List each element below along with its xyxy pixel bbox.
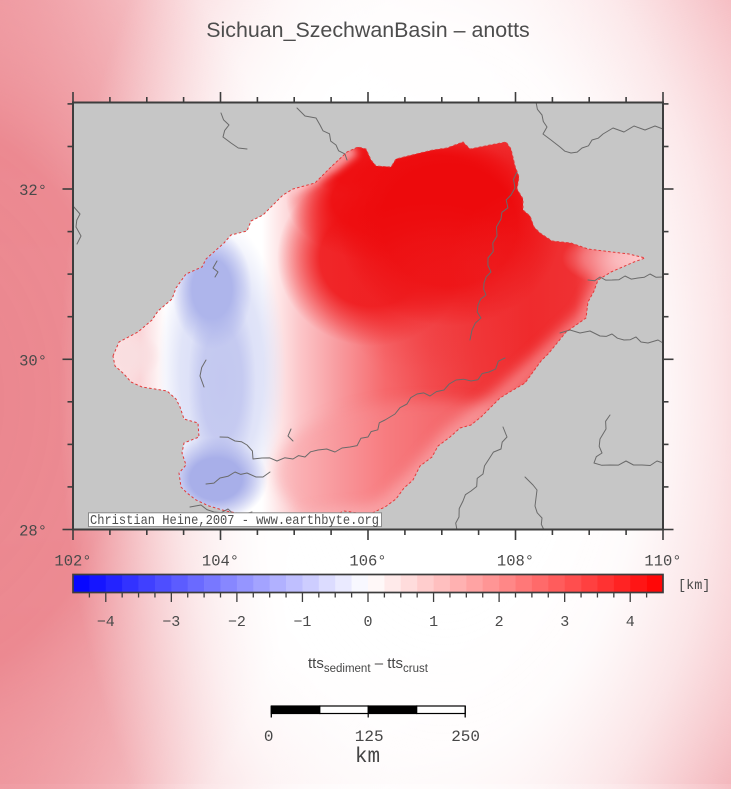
svg-text:30°: 30° bbox=[19, 353, 47, 371]
svg-text:0: 0 bbox=[363, 614, 372, 631]
svg-text:4: 4 bbox=[626, 614, 635, 631]
svg-text:102°: 102° bbox=[54, 553, 91, 571]
svg-text:[km]: [km] bbox=[678, 579, 710, 594]
svg-text:110°: 110° bbox=[644, 553, 681, 571]
svg-text:−1: −1 bbox=[293, 614, 311, 631]
svg-text:28°: 28° bbox=[19, 523, 47, 541]
svg-text:Christian Heine,2007 - www.ear: Christian Heine,2007 - www.earthbyte.org bbox=[90, 513, 379, 529]
svg-text:2: 2 bbox=[495, 614, 504, 631]
svg-text:0: 0 bbox=[264, 728, 274, 746]
svg-text:104°: 104° bbox=[202, 553, 239, 571]
svg-text:106°: 106° bbox=[349, 553, 386, 571]
svg-text:3: 3 bbox=[560, 614, 569, 631]
svg-text:1: 1 bbox=[429, 614, 438, 631]
svg-text:32°: 32° bbox=[19, 182, 47, 200]
svg-text:−4: −4 bbox=[97, 614, 115, 631]
svg-text:km: km bbox=[355, 746, 380, 769]
svg-text:250: 250 bbox=[451, 728, 480, 746]
svg-text:125: 125 bbox=[355, 728, 384, 746]
svg-text:108°: 108° bbox=[497, 553, 534, 571]
svg-text:Sichuan_SzechwanBasin – anotts: Sichuan_SzechwanBasin – anotts bbox=[206, 18, 529, 42]
svg-text:−2: −2 bbox=[228, 614, 246, 631]
svg-text:−3: −3 bbox=[162, 614, 180, 631]
svg-text:ttssediment – ttscrust: ttssediment – ttscrust bbox=[308, 655, 429, 675]
